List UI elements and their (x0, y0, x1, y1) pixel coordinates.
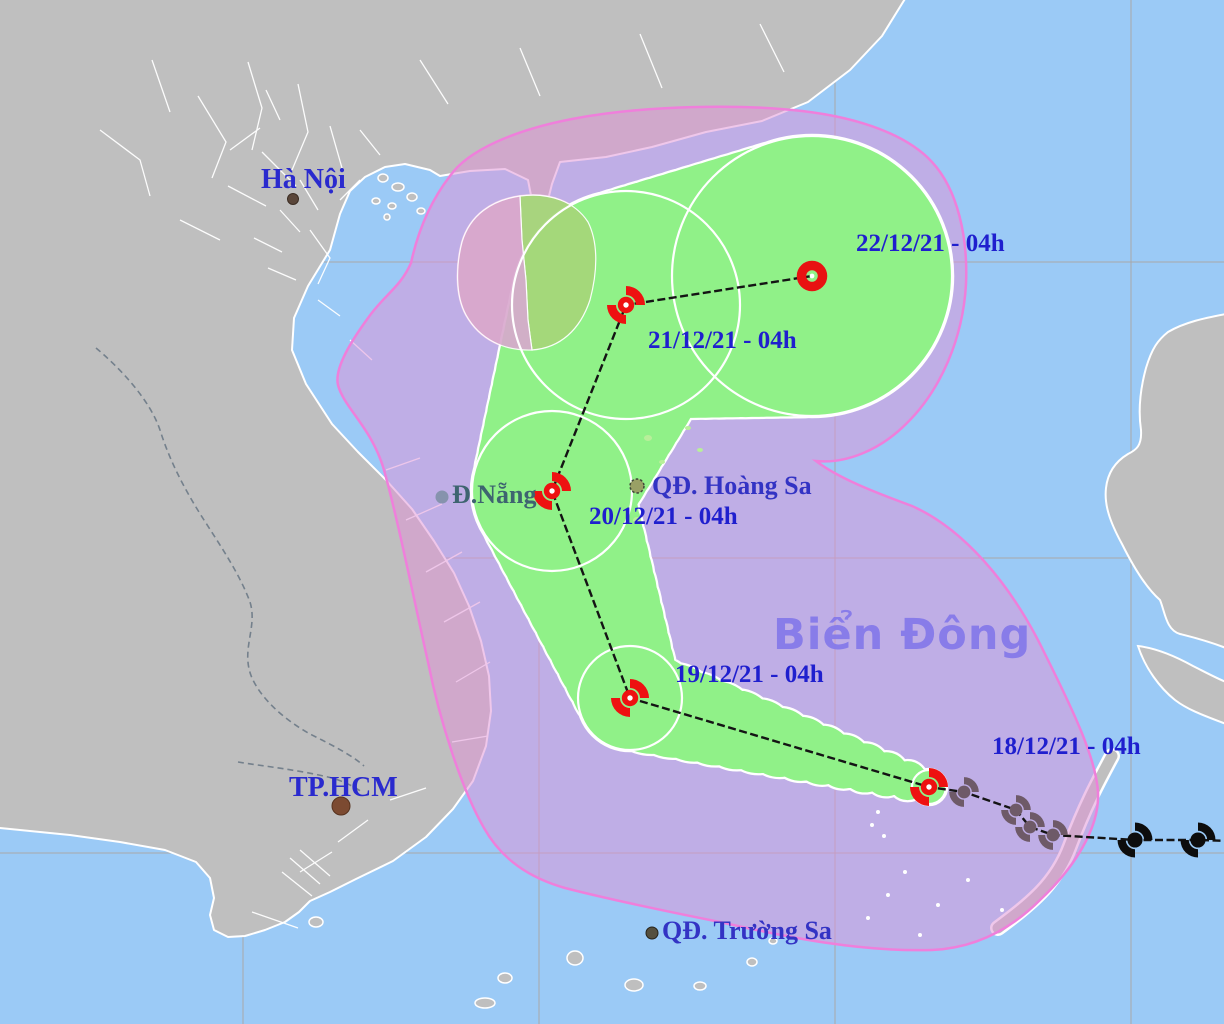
mindoro-island (1136, 644, 1224, 725)
label-hcm: TP.HCM (289, 772, 398, 803)
label-date-22: 22/12/21 - 04h (856, 230, 1005, 257)
label-danang: Đ.Nẵng (452, 480, 537, 509)
remnant-low-ring (796, 260, 828, 292)
city-markers (287, 193, 659, 940)
map-specks (633, 426, 1004, 937)
label-date-18: 18/12/21 - 04h (992, 733, 1141, 760)
label-date-19: 19/12/21 - 04h (675, 661, 824, 688)
label-hanoi: Hà Nội (261, 164, 346, 195)
small-islands (308, 173, 778, 1009)
danang-dot (435, 490, 449, 504)
label-bien-dong: Biển Đông (773, 610, 1032, 660)
hanoi-dot (287, 193, 299, 205)
country-border-dashed (95, 347, 365, 793)
hainan-tint (456, 194, 597, 351)
forecast-circle (470, 409, 634, 573)
remnant-low-symbol (796, 260, 828, 292)
hcm-dot (331, 796, 351, 816)
truong-sa-dot (645, 926, 659, 940)
label-hoang-sa: QĐ. Hoàng Sa (652, 471, 812, 500)
label-truong-sa: QĐ. Trường Sa (662, 916, 832, 945)
label-date-20: 20/12/21 - 04h (589, 503, 738, 530)
storm-symbols-layer (533, 260, 1216, 858)
label-date-21: 21/12/21 - 04h (648, 327, 797, 354)
hoang-sa-dot (629, 478, 645, 494)
luzon-island (1104, 313, 1224, 649)
forecast-circle (576, 644, 684, 752)
forecast-circle (510, 189, 742, 421)
forecast-cone (472, 136, 952, 804)
forecast-circle (670, 134, 954, 418)
forecast-circles-layer (470, 134, 954, 806)
remnant-low-center (809, 273, 815, 279)
